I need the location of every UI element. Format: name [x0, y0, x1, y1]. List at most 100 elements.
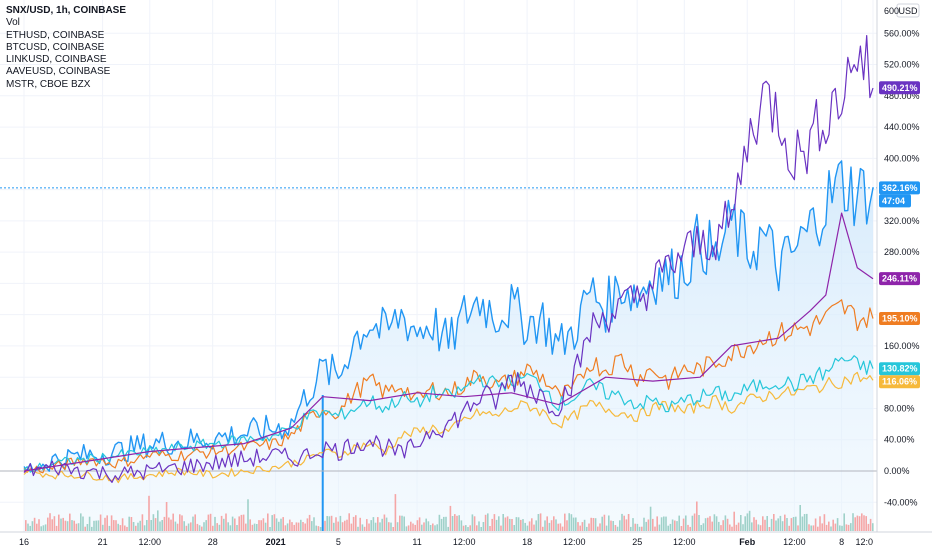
volume-bar: [179, 514, 181, 531]
volume-bar: [638, 526, 641, 531]
legend-compare-eth[interactable]: ETHUSD, COINBASE: [6, 29, 105, 41]
legend-compare-aave[interactable]: AAVEUSD, COINBASE: [6, 66, 111, 78]
volume-bar: [58, 514, 60, 531]
volume-bar: [779, 515, 782, 531]
volume-bar: [689, 526, 691, 531]
volume-bar: [733, 511, 735, 531]
badge-link-text: 130.82%: [882, 364, 918, 374]
volume-bar: [603, 514, 606, 531]
volume-bar: [394, 494, 397, 531]
volume-bar: [610, 520, 612, 531]
volume-bar: [97, 520, 100, 531]
volume-bar: [363, 526, 366, 531]
price-axis-panel[interactable]: [877, 0, 932, 532]
volume-bar: [586, 526, 588, 531]
volume-bar: [850, 523, 852, 531]
volume-bar: [130, 517, 133, 531]
badge-eth-text: 195.10%: [882, 314, 918, 324]
badge-snx: [879, 181, 920, 195]
volume-bar: [634, 523, 636, 531]
volume-bar: [355, 515, 357, 531]
volume-bar: [454, 514, 456, 531]
volume-bar: [405, 526, 408, 531]
volume-bar: [517, 517, 520, 531]
volume-bar: [284, 525, 287, 531]
volume-bar: [647, 519, 650, 531]
volume-bar: [696, 501, 698, 531]
volume-bar: [324, 520, 326, 531]
volume-bar: [146, 520, 148, 531]
volume-bar: [212, 525, 214, 531]
volume-bar: [438, 514, 441, 531]
price-axis-label: -40.00%: [884, 497, 918, 507]
time-axis-label: 12:00: [139, 537, 162, 547]
volume-bar: [548, 522, 551, 531]
volume-bar: [95, 520, 97, 531]
currency-box[interactable]: [896, 3, 920, 18]
volume-bar: [423, 522, 425, 531]
volume-bar: [729, 524, 731, 531]
volume-bar: [64, 520, 67, 531]
volume-bar: [744, 516, 746, 531]
volume-bar: [748, 510, 751, 531]
volume-bar: [25, 520, 27, 531]
volume-bar: [251, 524, 254, 531]
legend-compare-link[interactable]: LINKUSD, COINBASE: [6, 54, 107, 66]
badge-mstr-text: 246.11%: [882, 274, 917, 284]
volume-bar: [652, 518, 654, 531]
volume-bar: [198, 525, 201, 531]
legend-volume[interactable]: Vol: [6, 17, 20, 29]
volume-bar: [762, 516, 764, 531]
time-axis-label: 12:00: [673, 537, 696, 547]
volume-bar: [788, 525, 790, 531]
volume-bar: [608, 515, 610, 531]
volume-bar: [775, 520, 777, 531]
volume-bar: [526, 525, 529, 531]
snx-area: [24, 160, 873, 531]
legend-compare-mstr[interactable]: MSTR, CBOE BZX: [6, 78, 91, 90]
legend-compare-btc[interactable]: BTCUSD, COINBASE: [6, 41, 105, 53]
volume-bar: [770, 518, 773, 531]
volume-bar: [553, 516, 555, 531]
volume-bar: [267, 513, 269, 531]
volume-bar: [682, 518, 685, 531]
volume-bar: [91, 526, 93, 531]
volume-bar: [471, 514, 474, 531]
volume-bar: [707, 517, 709, 531]
volume-bar: [537, 514, 540, 531]
volume-bar: [674, 520, 676, 531]
series-lines: [23, 35, 874, 484]
volume-bar: [781, 521, 784, 531]
price-axis-label: 560.00%: [884, 28, 920, 38]
volume-bar: [427, 521, 430, 531]
price-axis-label: 320.00%: [884, 216, 920, 226]
series-line-snx-usd[interactable]: [23, 160, 874, 473]
series-line-linkusd[interactable]: [23, 355, 874, 473]
legend-main-symbol[interactable]: SNX/USD, 1h, COINBASE: [6, 5, 127, 16]
volume-bar: [449, 505, 452, 531]
volume-bar: [605, 525, 608, 531]
volume-bar: [524, 522, 526, 531]
volume-bar: [559, 523, 562, 531]
volume-bar: [704, 518, 707, 531]
series-line-mstr[interactable]: [23, 212, 874, 472]
volume-bar: [170, 519, 172, 531]
volume-bar: [709, 516, 711, 531]
badge-aave: [879, 81, 920, 95]
badge-aave-text: 490.21%: [882, 83, 918, 93]
volume-bar: [297, 522, 300, 531]
volume-bar: [792, 517, 795, 531]
volume-bar: [60, 518, 62, 531]
volume-bar: [654, 526, 656, 531]
volume-bar: [484, 514, 487, 531]
volume-bar: [113, 520, 115, 531]
volume-bar: [214, 516, 216, 531]
time-axis-panel[interactable]: [0, 532, 932, 550]
series-line-aaveusd[interactable]: [23, 35, 874, 483]
volume-bar: [440, 518, 443, 531]
volume-bar: [374, 522, 377, 531]
volume-bar: [337, 521, 339, 531]
last-value-badges: 490.21% 362.16% 47:04 246.11% 195.10% 130.82%…: [879, 81, 920, 389]
volume-bar: [480, 527, 482, 531]
